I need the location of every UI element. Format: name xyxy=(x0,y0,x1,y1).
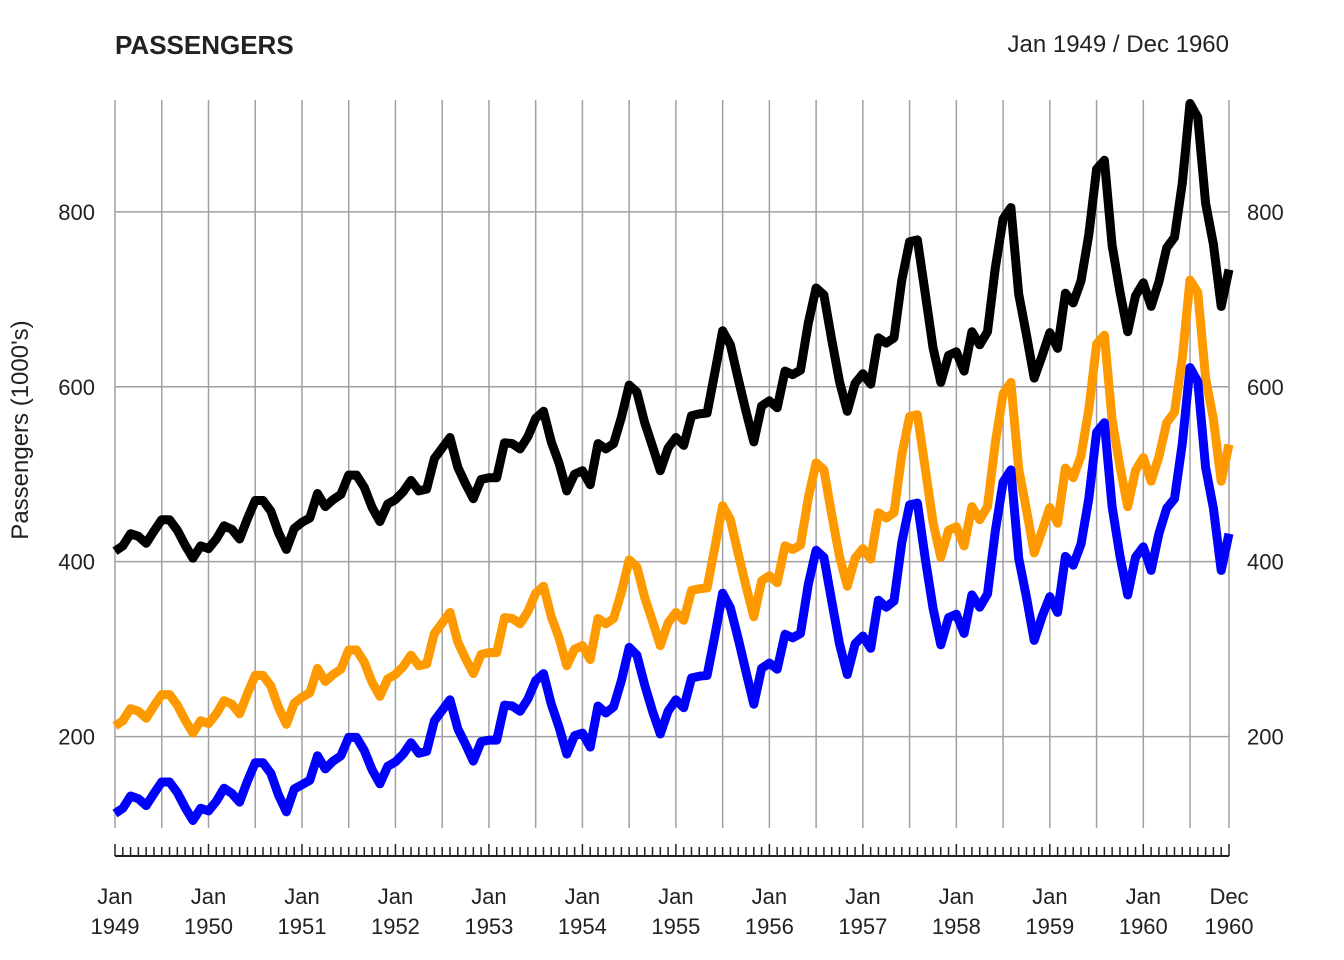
y-tick-label-right: 800 xyxy=(1247,200,1284,225)
x-tick-label-year: 1955 xyxy=(651,914,700,939)
x-tick-label-month: Jan xyxy=(97,884,132,909)
x-tick-label-year: 1952 xyxy=(371,914,420,939)
x-tick-label-month: Jan xyxy=(1126,884,1161,909)
x-tick-label-month: Jan xyxy=(939,884,974,909)
x-tick-label-month: Jan xyxy=(378,884,413,909)
tick-labels: 200 200 400 400 600 600 800 800 Jan 1949 Jan 1950 Ja… xyxy=(58,200,1283,939)
x-tick-label-month: Dec xyxy=(1209,884,1248,909)
y-tick-label-right: 600 xyxy=(1247,375,1284,400)
series-line-3 xyxy=(112,363,1234,825)
x-tick-label-year: 1953 xyxy=(464,914,513,939)
series-lines xyxy=(112,99,1234,825)
x-tick-label-year: 1960 xyxy=(1119,914,1168,939)
y-tick-label-right: 200 xyxy=(1247,725,1284,750)
y-tick-label-left: 600 xyxy=(58,375,95,400)
x-axis xyxy=(114,844,1230,857)
x-tick-label-month: Jan xyxy=(752,884,787,909)
y-axis-label: Passengers (1000's) xyxy=(7,320,34,539)
x-tick-label-year: 1957 xyxy=(838,914,887,939)
y-tick-label-left: 400 xyxy=(58,550,95,575)
x-tick-label-year: 1951 xyxy=(277,914,326,939)
x-tick-label-year: 1949 xyxy=(91,914,140,939)
x-tick-label-month: Jan xyxy=(845,884,880,909)
x-tick-label-year: 1950 xyxy=(184,914,233,939)
x-tick-label-year: 1956 xyxy=(745,914,794,939)
y-tick-label-left: 200 xyxy=(58,725,95,750)
x-tick-label-month: Jan xyxy=(658,884,693,909)
x-tick-label-month: Jan xyxy=(565,884,600,909)
x-tick-label-year: 1954 xyxy=(558,914,607,939)
x-tick-label-month: Jan xyxy=(1032,884,1067,909)
y-tick-label-left: 800 xyxy=(58,200,95,225)
x-tick-label-month: Jan xyxy=(471,884,506,909)
x-tick-label-month: Jan xyxy=(191,884,226,909)
grid-lines xyxy=(114,100,1230,828)
chart-title: PASSENGERS xyxy=(115,30,294,60)
x-tick-label-year: 1958 xyxy=(932,914,981,939)
y-tick-label-right: 400 xyxy=(1247,550,1284,575)
x-tick-label-month: Jan xyxy=(284,884,319,909)
series-line-2 xyxy=(112,275,1234,738)
date-range-label: Jan 1949 / Dec 1960 xyxy=(1008,31,1230,58)
x-tick-label-year: 1959 xyxy=(1025,914,1074,939)
x-tick-label-year: 1960 xyxy=(1205,914,1254,939)
series-line-1 xyxy=(112,99,1234,563)
